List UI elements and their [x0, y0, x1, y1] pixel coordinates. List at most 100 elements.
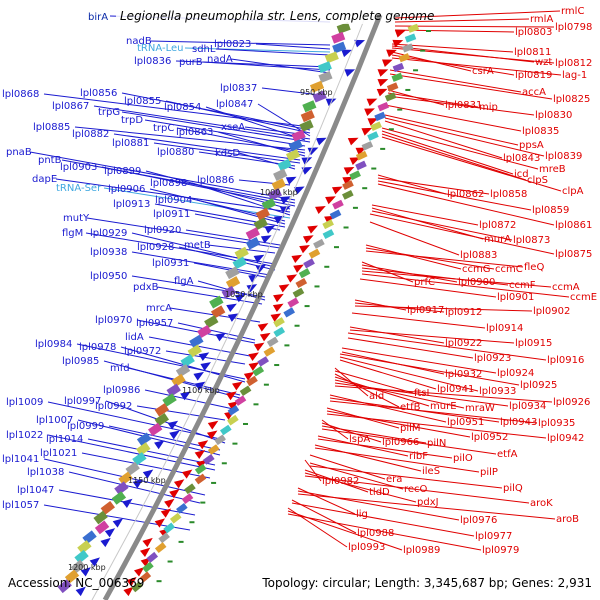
gene-label[interactable]: ppsA	[519, 140, 544, 151]
gene-label[interactable]: lpl0859	[532, 205, 569, 216]
gene-label[interactable]: lpl0977	[475, 531, 512, 542]
gene-label[interactable]: lpl0929	[90, 228, 127, 239]
gene-label[interactable]: lpl0941	[437, 384, 474, 395]
gene-label[interactable]: lpl0858	[490, 189, 527, 200]
gene-label[interactable]: lpl0875	[555, 249, 592, 260]
gene-label[interactable]: lpl0957	[136, 318, 173, 329]
gene-label[interactable]: metB	[184, 240, 211, 251]
gene-label[interactable]: ccmF	[509, 280, 536, 291]
gene-label[interactable]: lpl0899	[104, 166, 141, 177]
gene-label[interactable]: recO	[404, 484, 428, 495]
gene-label[interactable]: lpl0830	[535, 110, 572, 121]
gene-label[interactable]: tldD	[369, 487, 390, 498]
gene-label[interactable]: lpl0943	[500, 417, 537, 428]
gene-label[interactable]: lpl0966	[382, 437, 419, 448]
gene-label[interactable]: trpD	[121, 115, 143, 126]
gene-label[interactable]: ribF	[409, 451, 428, 462]
gene-label[interactable]: clpS	[527, 175, 548, 186]
gene-label[interactable]: lpl0997	[64, 396, 101, 407]
gene-label[interactable]: lpl0935	[538, 418, 575, 429]
gene-label[interactable]: ccmA	[552, 282, 580, 293]
gene-label[interactable]: lpl0861	[555, 220, 592, 231]
gene-label[interactable]: lpl0951	[447, 417, 484, 428]
gene-label[interactable]: lpl0950	[90, 271, 127, 282]
gene-label[interactable]: pdxB	[133, 282, 159, 293]
gene-label[interactable]: lpl0883	[460, 250, 497, 261]
gene-label[interactable]: sdhL	[192, 44, 216, 55]
gene-label[interactable]: lig	[356, 509, 368, 520]
gene-label[interactable]: lpl0901	[497, 292, 534, 303]
gene-label[interactable]: murA	[484, 234, 511, 245]
gene-label[interactable]: lpl1009	[6, 397, 43, 408]
gene-label[interactable]: lpl0978	[79, 342, 116, 353]
gene-label[interactable]: lidA	[125, 332, 144, 343]
gene-label[interactable]: lpl0872	[479, 220, 516, 231]
gene-label[interactable]: lpl0914	[486, 323, 523, 334]
gene-label[interactable]: lpl0926	[553, 397, 590, 408]
gene-label[interactable]: rmlA	[530, 14, 553, 25]
gene-label[interactable]: lpl0873	[513, 235, 550, 246]
gene-label[interactable]: lpl0880	[157, 147, 194, 158]
gene-label[interactable]: rmlC	[561, 6, 584, 17]
gene-label[interactable]: lpl0837	[220, 83, 257, 94]
gene-label[interactable]: lpl0972	[124, 346, 161, 357]
gene-label[interactable]: nadA	[207, 54, 233, 65]
gene-label[interactable]: lpl1047	[17, 485, 54, 496]
gene-label[interactable]: lpl0920	[144, 225, 181, 236]
gene-label[interactable]: pilN	[427, 438, 446, 449]
gene-label[interactable]: lpl0835	[522, 126, 559, 137]
gene-label[interactable]: lpl0855	[124, 96, 161, 107]
gene-label[interactable]: lpl0803	[515, 27, 552, 38]
gene-label[interactable]: lpl0979	[482, 545, 519, 556]
gene-label[interactable]: ftsI	[414, 388, 429, 399]
gene-label[interactable]: clpA	[562, 186, 584, 197]
gene-label[interactable]: flgM	[62, 228, 83, 239]
gene-label[interactable]: lpl0819	[515, 70, 552, 81]
gene-label[interactable]: lpl0812	[555, 58, 592, 69]
gene-label[interactable]: lpl0976	[460, 515, 497, 526]
gene-label[interactable]: lpl0906	[108, 184, 145, 195]
gene-label[interactable]: mip	[479, 102, 498, 113]
gene-label[interactable]: lag-1	[562, 70, 587, 81]
gene-label[interactable]: lpl0847	[216, 99, 253, 110]
gene-label[interactable]: lpl0839	[545, 151, 582, 162]
gene-label[interactable]: tRNA-Ser	[56, 183, 102, 194]
gene-label[interactable]: etfA	[497, 449, 518, 460]
gene-label[interactable]: pilO	[453, 453, 473, 464]
gene-label[interactable]: aroB	[556, 514, 579, 525]
gene-label[interactable]: lpl0952	[471, 432, 508, 443]
gene-label[interactable]: lpl0885	[33, 122, 70, 133]
gene-label[interactable]: lpl0798	[555, 22, 592, 33]
gene-label[interactable]: lpl0843	[503, 153, 540, 164]
gene-label[interactable]: lpl0836	[134, 56, 171, 67]
gene-label[interactable]: lpl0904	[155, 195, 192, 206]
gene-label[interactable]: nadB	[126, 36, 152, 47]
gene-label[interactable]: ccmC	[495, 264, 523, 275]
gene-label[interactable]: lpl0942	[547, 433, 584, 444]
gene-label[interactable]: lpl0999	[67, 421, 104, 432]
gene-label[interactable]: fleQ	[524, 262, 544, 273]
gene-label[interactable]: purB	[179, 57, 203, 68]
gene-label[interactable]: pilM	[400, 423, 421, 434]
gene-label[interactable]: lpl0825	[553, 94, 590, 105]
gene-label[interactable]: aroK	[530, 498, 553, 509]
gene-label[interactable]: mraW	[465, 403, 495, 414]
gene-label[interactable]: lpl1021	[40, 448, 77, 459]
gene-label[interactable]: lpl0924	[497, 368, 534, 379]
gene-label[interactable]: murE	[430, 401, 457, 412]
gene-label[interactable]: lpl0925	[520, 380, 557, 391]
gene-label[interactable]: trpC	[153, 123, 174, 134]
gene-label[interactable]: lpl0913	[113, 199, 150, 210]
gene-label[interactable]: lpl0898	[150, 178, 187, 189]
gene-label[interactable]: etfB	[400, 402, 421, 413]
gene-label[interactable]: lpl0862	[447, 189, 484, 200]
gene-label[interactable]: lpl0988	[357, 528, 394, 539]
gene-label[interactable]: lpl0989	[403, 545, 440, 556]
gene-label[interactable]: flgA	[174, 276, 194, 287]
gene-label[interactable]: lpl0993	[348, 542, 385, 553]
gene-label[interactable]: lpl0868	[2, 89, 39, 100]
gene-label[interactable]: lpl0933	[479, 386, 516, 397]
gene-label[interactable]: pilP	[480, 467, 498, 478]
gene-label[interactable]: ccmG	[462, 264, 491, 275]
gene-label[interactable]: icd	[514, 169, 529, 180]
